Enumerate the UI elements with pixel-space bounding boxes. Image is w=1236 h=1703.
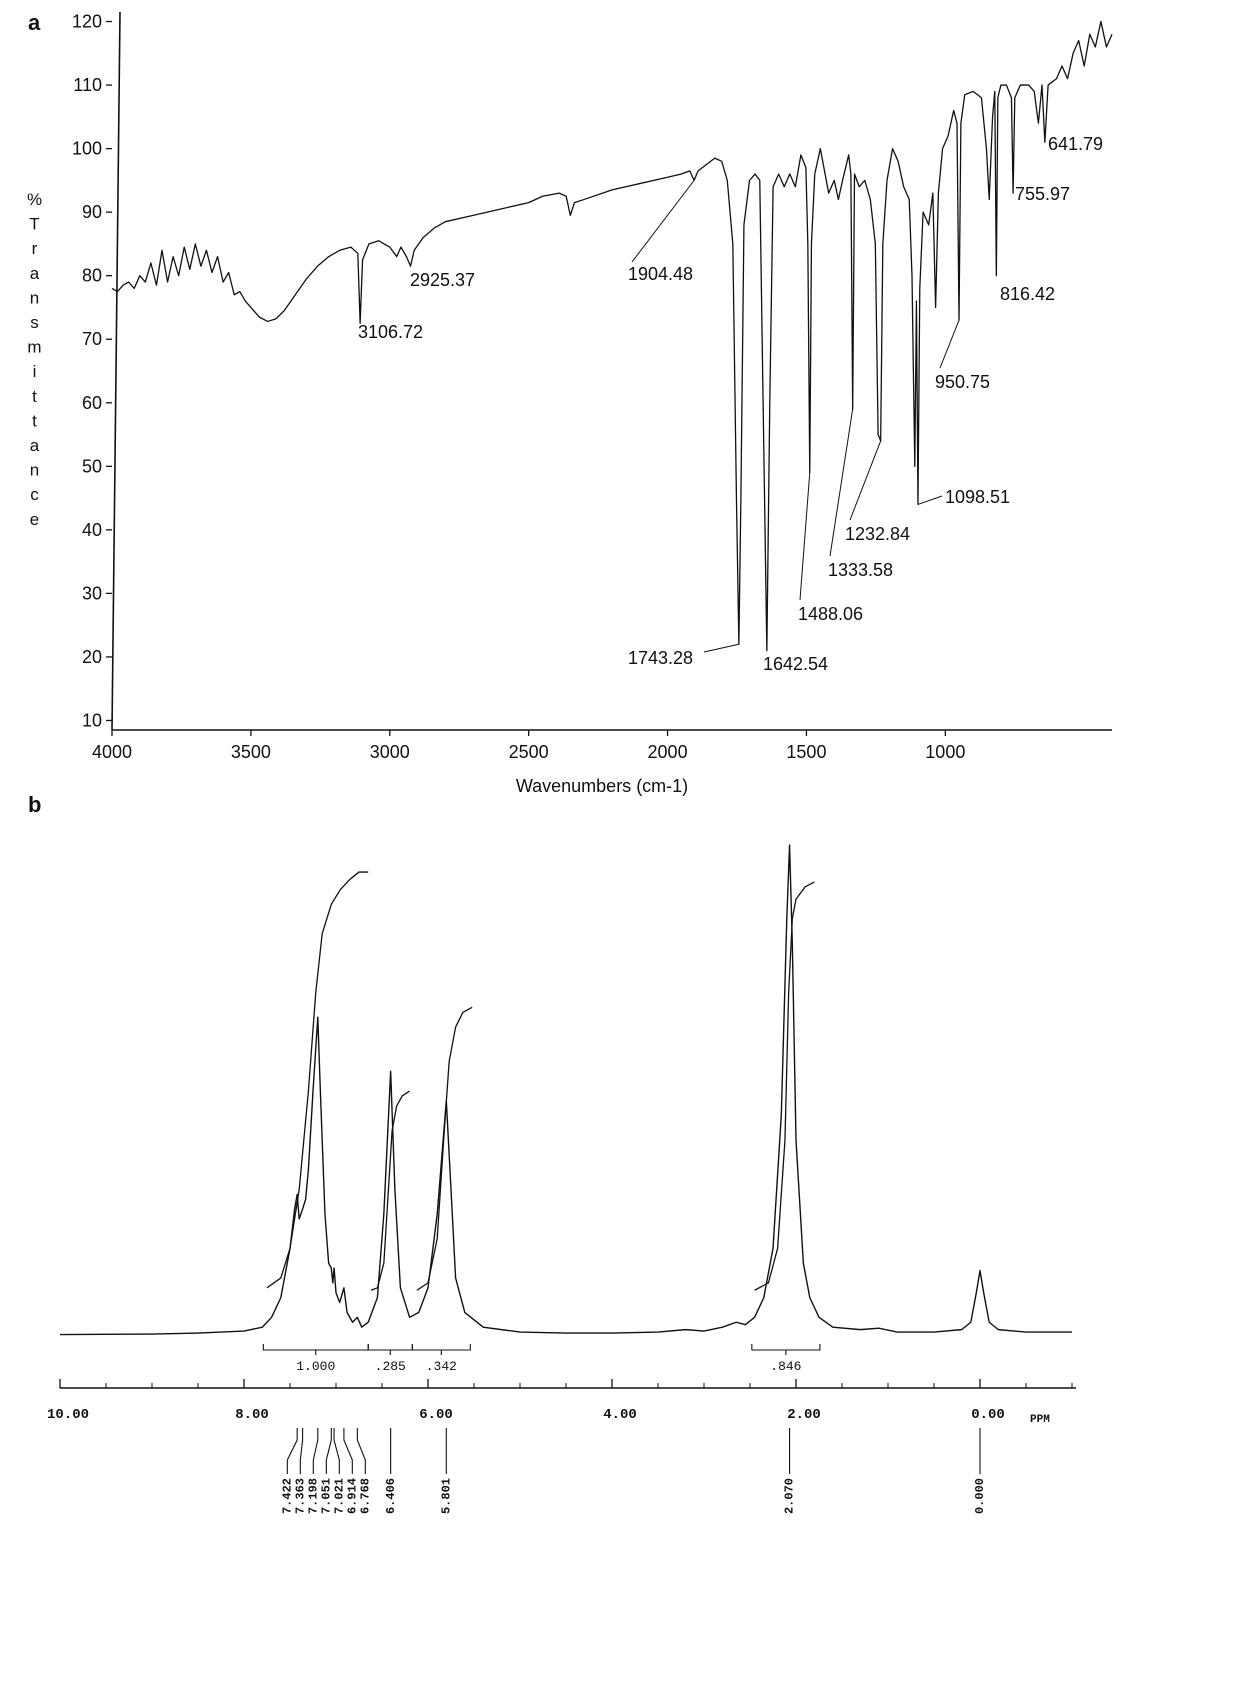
annotation: 1904.48 <box>628 264 693 284</box>
peak-leader <box>286 1428 298 1474</box>
peak-leader <box>299 1428 304 1474</box>
x-axis-label: Wavenumbers (cm-1) <box>516 776 688 796</box>
y-tick-label: 80 <box>82 266 102 286</box>
y-tick-label: 120 <box>72 12 102 32</box>
peak-label: 7.021 <box>332 1478 346 1514</box>
y-axis-label: %Transmittance <box>25 190 44 535</box>
x-tick-label: 4.00 <box>603 1407 637 1423</box>
nmr-chart: 10.00 8.00 6.00 4.00 2.00 0.00 PPM 1.000 .285 .34… <box>47 844 1076 1514</box>
peak-label: 7.051 <box>319 1478 333 1514</box>
integral-curve <box>754 881 815 1291</box>
x-tick-label: 4000 <box>92 742 132 762</box>
peak-label: 7.422 <box>280 1478 294 1514</box>
x-tick-label: 2.00 <box>787 1407 821 1423</box>
integral-curve <box>416 1006 473 1291</box>
annotation-leader <box>829 409 854 557</box>
y-axis <box>111 11 121 731</box>
x-tick-label: 1500 <box>786 742 826 762</box>
annotation-leader <box>703 643 739 653</box>
integration-bracket <box>367 1344 413 1355</box>
peak-label: 5.801 <box>439 1478 453 1514</box>
peak-leader <box>343 1428 353 1474</box>
x-axis-label: PPM <box>1030 1414 1050 1426</box>
peak-label: 6.914 <box>345 1478 359 1514</box>
annotation: 1098.51 <box>945 487 1010 507</box>
annotation: 1333.58 <box>828 560 893 580</box>
x-tick-label: 1000 <box>925 742 965 762</box>
y-tick-label: 30 <box>82 583 102 603</box>
peak-label: 7.198 <box>306 1478 320 1514</box>
integral-curve <box>266 871 369 1289</box>
y-tick-label: 110 <box>73 75 102 95</box>
x-tick-label: 3500 <box>231 742 271 762</box>
integration-label: .285 <box>375 1359 406 1374</box>
y-tick-label: 10 <box>82 710 102 730</box>
x-tick-label: 3000 <box>370 742 410 762</box>
annotation-leader <box>849 440 882 521</box>
integral-curve <box>370 1090 410 1291</box>
peak-label: 7.363 <box>293 1478 307 1514</box>
y-tick-label: 60 <box>82 393 102 413</box>
panel-label: b <box>28 792 41 817</box>
annotation: 816.42 <box>1000 284 1055 304</box>
integration-bracket <box>751 1344 821 1355</box>
peak-leader <box>312 1428 319 1474</box>
x-tick-label: 2000 <box>648 742 688 762</box>
peak-label: 6.768 <box>358 1478 372 1514</box>
peak-label: 0.000 <box>973 1478 987 1514</box>
x-tick-label: 0.00 <box>971 1407 1005 1423</box>
annotation: 2925.37 <box>410 270 475 290</box>
x-tick-label: 6.00 <box>419 1407 453 1423</box>
peak-leader <box>325 1428 332 1474</box>
annotation-leader <box>799 472 811 601</box>
annotation: 641.79 <box>1048 134 1103 154</box>
annotation: 950.75 <box>935 372 990 392</box>
panel-label: a <box>28 10 41 35</box>
integration-label: .846 <box>770 1359 801 1374</box>
annotation-leader <box>631 180 695 263</box>
annotation-leader <box>917 495 943 505</box>
peak-leader <box>333 1428 340 1474</box>
spectrum-line <box>111 20 1113 652</box>
annotation: 3106.72 <box>358 322 423 342</box>
annotation-leader <box>939 319 960 369</box>
y-tick-label: 20 <box>82 647 102 667</box>
peak-label: 6.406 <box>384 1478 398 1514</box>
x-tick-label: 2500 <box>509 742 549 762</box>
y-tick-label: 100 <box>72 139 102 159</box>
ir-chart: 10 20 30 40 50 60 70 80 90 100 110 120 4000 3500 3000 2… <box>72 11 1113 796</box>
peak-label: 2.070 <box>783 1478 797 1514</box>
spectrum-line <box>59 844 1072 1336</box>
annotation: 1488.06 <box>798 604 863 624</box>
annotation: 1642.54 <box>763 654 828 674</box>
integration-bracket <box>411 1344 471 1355</box>
annotation: 755.97 <box>1015 184 1070 204</box>
y-tick-label: 40 <box>82 520 102 540</box>
x-tick-label: 10.00 <box>47 1407 89 1423</box>
y-tick-label: 90 <box>82 202 102 222</box>
integration-label: 1.000 <box>296 1359 335 1374</box>
x-tick-label: 8.00 <box>235 1407 269 1423</box>
integration-bracket <box>262 1344 369 1355</box>
integration-label: .342 <box>426 1359 457 1374</box>
y-tick-label: 50 <box>82 456 102 476</box>
annotation: 1743.28 <box>628 648 693 668</box>
y-tick-label: 70 <box>82 329 102 349</box>
peak-leader <box>356 1428 366 1474</box>
annotation: 1232.84 <box>845 524 910 544</box>
